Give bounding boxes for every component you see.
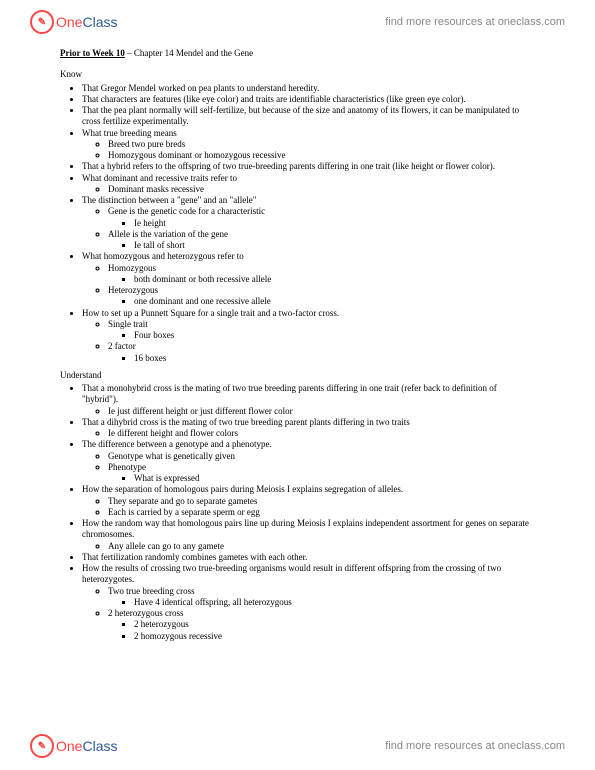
list-item: What true breeding means Breed two pure … — [82, 128, 535, 162]
item-text: That a monohybrid cross is the mating of… — [82, 383, 497, 404]
list-item: Gene is the genetic code for a character… — [108, 206, 535, 229]
logo-icon: ✎ — [30, 10, 54, 34]
list-item: 2 heterozygous cross 2 heterozygous 2 ho… — [108, 608, 535, 642]
list-item: That characters are features (like eye c… — [82, 94, 535, 105]
list-item: Breed two pure breds — [108, 139, 535, 150]
brand-logo-footer: ✎ OneClass — [30, 734, 117, 758]
list-item: Ie height — [134, 218, 535, 229]
list-item: Have 4 identical offspring, all heterozy… — [134, 597, 535, 608]
list-item: one dominant and one recessive allele — [134, 296, 535, 307]
brand-class: Class — [82, 14, 117, 30]
list-item: Heterozygous one dominant and one recess… — [108, 285, 535, 308]
item-text: 2 factor — [108, 341, 136, 351]
document-body: Prior to Week 10 – Chapter 14 Mendel and… — [0, 40, 595, 652]
list-item: Four boxes — [134, 330, 535, 341]
brand-name: OneClass — [56, 14, 117, 30]
list-item: 2 factor 16 boxes — [108, 341, 535, 364]
list-item: What dominant and recessive traits refer… — [82, 173, 535, 196]
page-footer: ✎ OneClass find more resources at onecla… — [0, 726, 595, 770]
know-list: That Gregor Mendel worked on pea plants … — [60, 83, 535, 364]
list-item: What is expressed — [134, 473, 535, 484]
item-text: Gene is the genetic code for a character… — [108, 206, 265, 216]
list-item: Single trait Four boxes — [108, 319, 535, 342]
list-item: Phenotype What is expressed — [108, 462, 535, 485]
item-text: Phenotype — [108, 462, 146, 472]
title-rest: – Chapter 14 Mendel and the Gene — [125, 48, 253, 58]
list-item: That a hybrid refers to the offspring of… — [82, 161, 535, 172]
list-item: Two true breeding cross Have 4 identical… — [108, 586, 535, 609]
page-header: ✎ OneClass find more resources at onecla… — [0, 0, 595, 40]
know-heading: Know — [60, 69, 535, 80]
understand-list: That a monohybrid cross is the mating of… — [60, 383, 535, 642]
item-text: The difference between a genotype and a … — [82, 439, 272, 449]
title-prior: Prior to Week 10 — [60, 48, 125, 58]
resources-link[interactable]: find more resources at oneclass.com — [385, 16, 565, 28]
item-text: How the results of crossing two true-bre… — [82, 563, 501, 584]
list-item: Dominant masks recessive — [108, 184, 535, 195]
list-item: How the results of crossing two true-bre… — [82, 563, 535, 642]
item-text: Heterozygous — [108, 285, 158, 295]
list-item: How to set up a Punnett Square for a sin… — [82, 308, 535, 364]
item-text: How to set up a Punnett Square for a sin… — [82, 308, 339, 318]
document-title: Prior to Week 10 – Chapter 14 Mendel and… — [60, 48, 535, 59]
list-item: Genotype what is genetically given — [108, 451, 535, 462]
item-text: How the separation of homologous pairs d… — [82, 484, 403, 494]
list-item: Each is carried by a separate sperm or e… — [108, 507, 535, 518]
list-item: Ie just different height or just differe… — [108, 406, 535, 417]
list-item: They separate and go to separate gametes — [108, 496, 535, 507]
item-text: Homozygous — [108, 263, 156, 273]
list-item: That a monohybrid cross is the mating of… — [82, 383, 535, 417]
list-item: Homozygous both dominant or both recessi… — [108, 263, 535, 286]
list-item: How the random way that homologous pairs… — [82, 518, 535, 552]
list-item: How the separation of homologous pairs d… — [82, 484, 535, 518]
list-item: 2 homozygous recessive — [134, 631, 535, 642]
logo-icon: ✎ — [30, 734, 54, 758]
item-text: The distinction between a "gene" and an … — [82, 195, 256, 205]
list-item: 2 heterozygous — [134, 619, 535, 630]
list-item: Allele is the variation of the gene Ie t… — [108, 229, 535, 252]
list-item: The difference between a genotype and a … — [82, 439, 535, 484]
item-text: That a dihybrid cross is the mating of t… — [82, 417, 410, 427]
list-item: What homozygous and heterozygous refer t… — [82, 251, 535, 307]
list-item: That a dihybrid cross is the mating of t… — [82, 417, 535, 440]
item-text: Single trait — [108, 319, 148, 329]
list-item: Ie tall of short — [134, 240, 535, 251]
list-item: The distinction between a "gene" and an … — [82, 195, 535, 251]
item-text: What dominant and recessive traits refer… — [82, 173, 237, 183]
item-text: 2 heterozygous cross — [108, 608, 183, 618]
list-item: That Gregor Mendel worked on pea plants … — [82, 83, 535, 94]
brand-one: One — [56, 14, 82, 30]
brand-name-footer: OneClass — [56, 738, 117, 754]
list-item: Any allele can go to any gamete — [108, 541, 535, 552]
understand-heading: Understand — [60, 370, 535, 381]
item-text: What true breeding means — [82, 128, 177, 138]
brand-one: One — [56, 738, 82, 754]
list-item: That fertilization randomly combines gam… — [82, 552, 535, 563]
brand-class: Class — [82, 738, 117, 754]
list-item: That the pea plant normally will self-fe… — [82, 105, 535, 128]
list-item: 16 boxes — [134, 353, 535, 364]
item-text: What homozygous and heterozygous refer t… — [82, 251, 244, 261]
list-item: Homozygous dominant or homozygous recess… — [108, 150, 535, 161]
list-item: both dominant or both recessive allele — [134, 274, 535, 285]
item-text: How the random way that homologous pairs… — [82, 518, 529, 539]
item-text: Allele is the variation of the gene — [108, 229, 228, 239]
resources-link-footer[interactable]: find more resources at oneclass.com — [385, 740, 565, 752]
list-item: Ie different height and flower colors — [108, 428, 535, 439]
brand-logo: ✎ OneClass — [30, 10, 117, 34]
item-text: Two true breeding cross — [108, 586, 195, 596]
